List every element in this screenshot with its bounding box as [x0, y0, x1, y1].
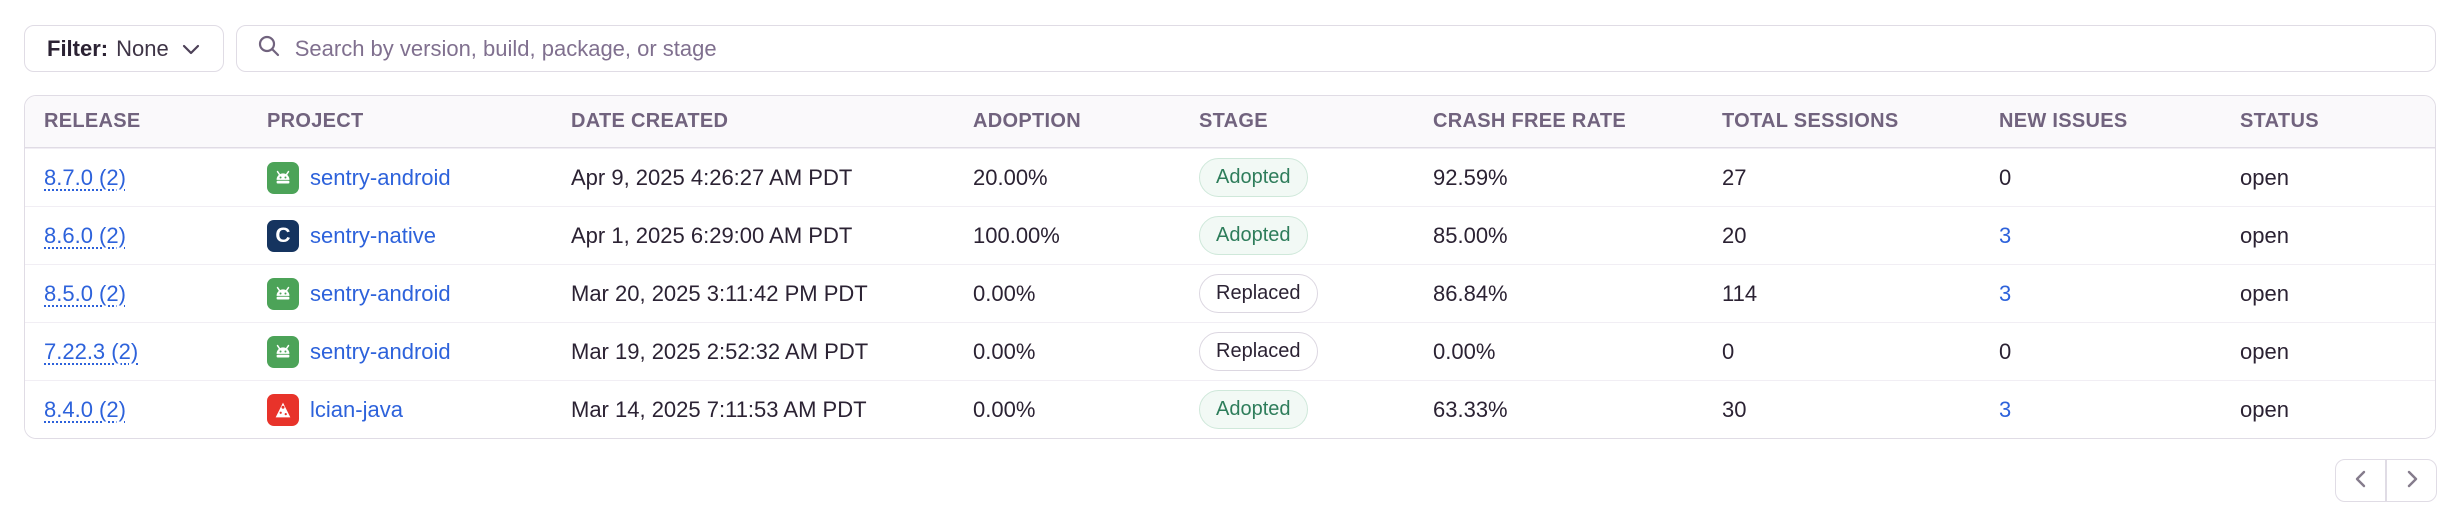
column-header-status: Status	[2240, 110, 2319, 132]
crash-free-rate-cell: 86.84%	[1433, 280, 1508, 306]
release-version-link[interactable]: 8.7.0 (2)	[44, 164, 126, 190]
project-link[interactable]: sentry-android	[310, 280, 451, 306]
new-issues-cell: 0	[1999, 338, 2012, 364]
date-created-cell: Mar 14, 2025 7:11:53 AM PDT	[571, 396, 867, 422]
date-created-cell: Apr 9, 2025 4:26:27 AM PDT	[571, 164, 853, 190]
adoption-cell: 100.00%	[973, 222, 1060, 248]
stage-badge: Replaced	[1199, 332, 1318, 371]
chevron-down-icon	[177, 36, 201, 62]
crash-free-rate-cell: 0.00%	[1433, 338, 1496, 364]
release-version-link[interactable]: 8.5.0 (2)	[44, 280, 126, 306]
release-version-link[interactable]: 8.4.0 (2)	[44, 396, 126, 422]
crash-free-rate-cell: 92.59%	[1433, 164, 1508, 190]
column-header-crash-free-rate: Crash Free Rate	[1433, 110, 1627, 132]
status-cell: open	[2240, 396, 2289, 422]
release-version-link[interactable]: 7.22.3 (2)	[44, 338, 139, 364]
status-cell: open	[2240, 164, 2289, 190]
filter-label: Filter:	[47, 35, 109, 61]
total-sessions-cell: 27	[1722, 164, 1747, 190]
project-link[interactable]: sentry-android	[310, 164, 451, 190]
table-row: 8.4.0 (2) lcian-java Mar 14, 2025 7:11:5…	[25, 380, 2435, 438]
total-sessions-cell: 114	[1722, 280, 1758, 306]
new-issues-cell: 0	[1999, 164, 2012, 190]
table-row: 7.22.3 (2) sentry-android Mar 19, 2025 2…	[25, 322, 2435, 380]
project-link[interactable]: lcian-java	[310, 396, 403, 422]
table-header-row: Release Project Date Created Adoption St…	[25, 96, 2435, 148]
previous-page-button[interactable]	[2335, 459, 2386, 502]
column-header-project: Project	[267, 110, 364, 132]
new-issues-link[interactable]: 3	[1999, 222, 2012, 248]
search-input[interactable]	[294, 35, 2415, 62]
release-version-link[interactable]: 8.6.0 (2)	[44, 222, 126, 248]
date-created-cell: Apr 1, 2025 6:29:00 AM PDT	[571, 222, 853, 248]
crash-free-rate-cell: 63.33%	[1433, 396, 1508, 422]
column-header-release: Release	[44, 110, 141, 132]
status-cell: open	[2240, 338, 2289, 364]
chevron-left-icon	[2352, 469, 2370, 492]
project-link[interactable]: sentry-android	[310, 338, 451, 364]
stage-badge: Adopted	[1199, 216, 1308, 255]
filter-dropdown[interactable]: Filter: None	[24, 25, 224, 72]
pagination	[0, 459, 2437, 502]
adoption-cell: 0.00%	[973, 338, 1036, 364]
search-bar[interactable]	[235, 25, 2436, 72]
column-header-adoption: Adoption	[973, 110, 1081, 132]
date-created-cell: Mar 20, 2025 3:11:42 PM PDT	[571, 280, 868, 306]
chevron-right-icon	[2403, 469, 2421, 492]
stage-badge: Replaced	[1199, 274, 1318, 313]
total-sessions-cell: 20	[1722, 222, 1747, 248]
column-header-stage: Stage	[1199, 110, 1268, 132]
next-page-button[interactable]	[2386, 459, 2437, 502]
table-row: 8.6.0 (2) C sentry-native Apr 1, 2025 6:…	[25, 206, 2435, 264]
table-row: 8.5.0 (2) sentry-android Mar 20, 2025 3:…	[25, 264, 2435, 322]
android-icon	[267, 161, 299, 194]
android-icon	[267, 335, 299, 368]
total-sessions-cell: 30	[1722, 396, 1747, 422]
toolbar: Filter: None	[24, 25, 2436, 72]
new-issues-link[interactable]: 3	[1999, 280, 2012, 306]
stage-badge: Adopted	[1199, 158, 1308, 197]
c-language-icon: C	[267, 219, 299, 252]
column-header-date-created: Date Created	[571, 110, 729, 132]
status-cell: open	[2240, 222, 2289, 248]
adoption-cell: 0.00%	[973, 280, 1036, 306]
crash-free-rate-cell: 85.00%	[1433, 222, 1508, 248]
android-icon	[267, 277, 299, 310]
java-icon	[267, 393, 299, 426]
filter-value: None	[116, 35, 169, 61]
new-issues-link[interactable]: 3	[1999, 396, 2012, 422]
column-header-new-issues: New Issues	[1999, 110, 2128, 132]
date-created-cell: Mar 19, 2025 2:52:32 AM PDT	[571, 338, 869, 364]
total-sessions-cell: 0	[1722, 338, 1735, 364]
stage-badge: Adopted	[1199, 390, 1308, 429]
adoption-cell: 20.00%	[973, 164, 1048, 190]
project-link[interactable]: sentry-native	[310, 222, 436, 248]
table-row: 8.7.0 (2) sentry-android Apr 9, 2025 4:2…	[25, 148, 2435, 206]
releases-table: Release Project Date Created Adoption St…	[24, 95, 2436, 439]
status-cell: open	[2240, 280, 2289, 306]
search-icon	[257, 34, 281, 63]
adoption-cell: 0.00%	[973, 396, 1036, 422]
column-header-total-sessions: Total Sessions	[1722, 110, 1899, 132]
